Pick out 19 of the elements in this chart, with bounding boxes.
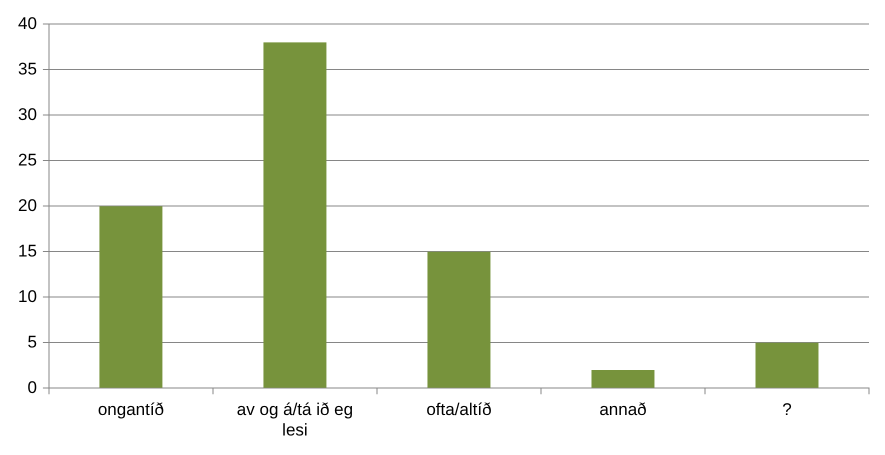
x-tick-label: annað [599,400,647,420]
x-tick-label: ofta/altíð [426,400,492,420]
y-tick-label: 35 [18,59,37,78]
bar [591,370,654,388]
y-tick-label: 10 [18,286,37,306]
bar [99,206,162,388]
y-tick-label: 15 [18,241,37,260]
x-tick-label: av og á/tá ið eg lesi [236,400,354,440]
bar [427,252,490,388]
y-tick-label: 0 [27,378,37,397]
y-tick-label: 20 [18,196,37,215]
y-tick-label: 40 [18,14,37,33]
y-tick-label: 5 [27,332,37,352]
y-tick-label: 25 [18,150,37,170]
bar [756,342,818,388]
x-tick-label: ongantíð [98,400,164,420]
x-tick-label: ? [782,400,792,420]
bar [263,42,326,388]
y-tick-label: 30 [18,104,37,124]
